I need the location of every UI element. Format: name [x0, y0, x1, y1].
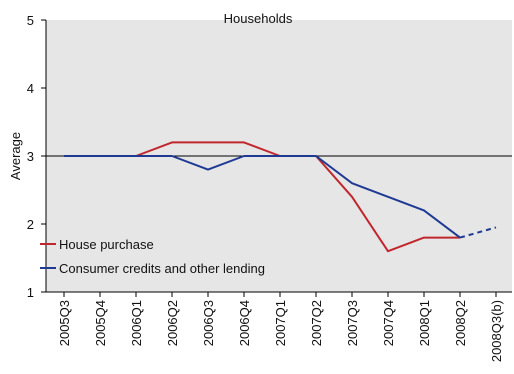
y-axis-label: Average [8, 132, 23, 180]
x-tick-label: 2005Q3 [57, 300, 72, 346]
x-ticks: 2005Q3 2005Q4 2006Q1 2006Q2 2006Q3 2006Q4 2007… [57, 292, 504, 362]
x-tick-label: 2007Q3 [345, 300, 360, 346]
y-tick-label: 5 [27, 13, 34, 28]
x-tick-label: 2007Q2 [309, 300, 324, 346]
series-lines [64, 141, 497, 253]
y-tick-label: 4 [27, 81, 34, 96]
x-tick-label: 2006Q1 [129, 300, 144, 346]
x-tick-label: 2006Q4 [237, 300, 252, 346]
legend-label: House purchase [59, 237, 154, 252]
x-tick-label: 2006Q2 [165, 300, 180, 346]
legend: House purchase Consumer credits and other… [40, 237, 265, 276]
x-tick-label: 2007Q1 [273, 300, 288, 346]
chart-title: Households [224, 11, 293, 26]
series-1-line [64, 155, 461, 239]
y-ticks: 1 2 3 4 5 [27, 13, 46, 300]
x-tick-label: 2008Q1 [417, 300, 432, 346]
x-tick-label: 2008Q3(b) [489, 300, 504, 362]
y-tick-label: 2 [27, 217, 34, 232]
x-tick-label: 2005Q4 [93, 300, 108, 346]
legend-label: Consumer credits and other lending [59, 261, 265, 276]
y-tick-label: 3 [27, 149, 34, 164]
y-tick-label: 1 [27, 285, 34, 300]
x-tick-label: 2008Q2 [453, 300, 468, 346]
series-1-forecast-segment [459, 226, 497, 239]
x-tick-label: 2006Q3 [201, 300, 216, 346]
x-tick-label: 2007Q4 [381, 300, 396, 346]
